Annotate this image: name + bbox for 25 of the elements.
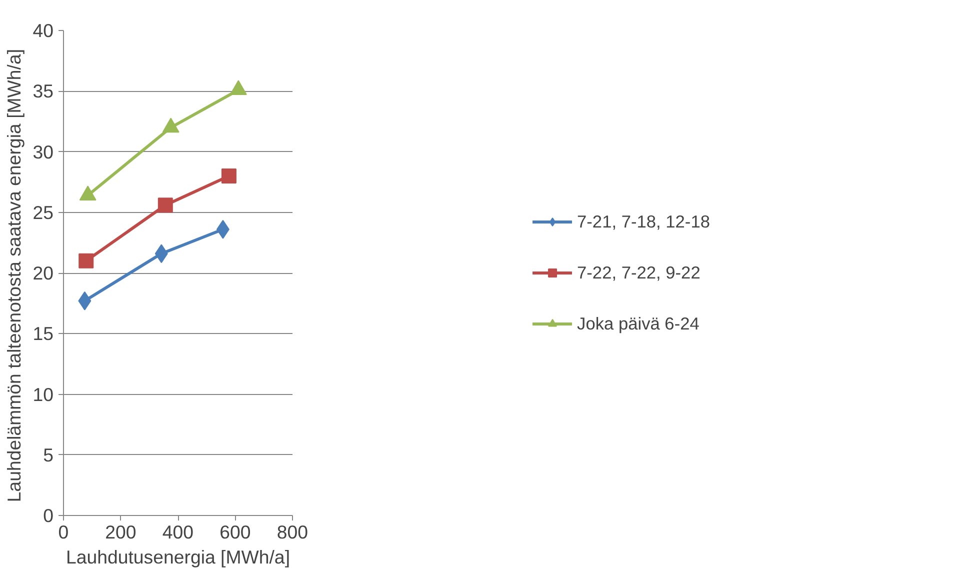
x-tick-label: 400 <box>162 522 194 542</box>
y-tick-label: 25 <box>32 202 54 223</box>
x-tick-label: 800 <box>276 522 308 542</box>
y-axis-title: Lauhdelämmön talteenotosta saatava energia [MWh/a] <box>4 48 25 502</box>
y-tick-label: 5 <box>43 444 54 466</box>
x-axis-title: Lauhdutusenergia [MWh/a] <box>66 546 290 568</box>
legend-label: 7-21, 7-18, 12-18 <box>577 211 710 232</box>
x-tick-label: 600 <box>220 522 251 542</box>
y-tick-label: 15 <box>32 323 54 344</box>
point <box>162 118 180 133</box>
y-tick-label: 0 <box>43 505 54 526</box>
y-tick-label: 35 <box>32 80 54 102</box>
point <box>79 186 96 201</box>
y-tick-label: 20 <box>32 262 54 284</box>
legend-label: Joka päivä 6-24 <box>577 313 700 334</box>
x-tick-label: 200 <box>105 522 136 542</box>
y-tick-label: 10 <box>32 384 54 405</box>
point <box>221 168 236 184</box>
y-tick-label: 40 <box>32 20 54 41</box>
x-tick-label: 0 <box>58 522 69 542</box>
legend-label: 7-22, 7-22, 9-22 <box>577 262 700 283</box>
point <box>158 198 173 213</box>
y-tick-label: 30 <box>32 141 54 162</box>
point <box>230 80 247 96</box>
point <box>78 253 94 268</box>
